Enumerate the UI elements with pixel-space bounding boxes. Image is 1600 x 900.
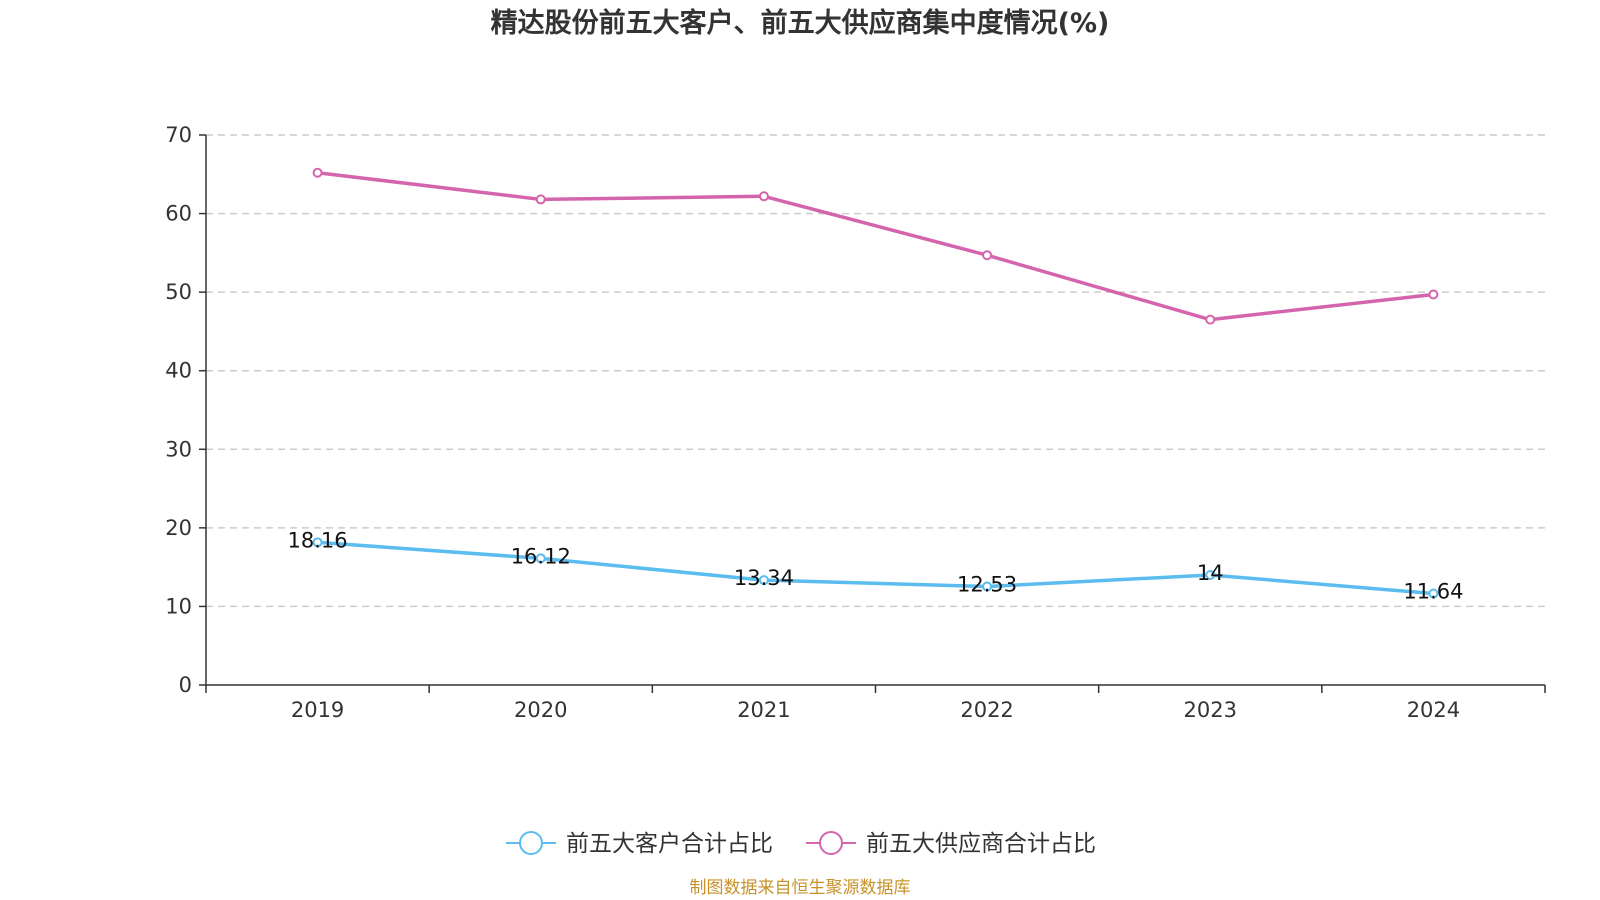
data-point[interactable] [758,575,769,586]
x-tick-label: 2021 [737,698,790,722]
data-label: 16.12 [511,544,571,568]
data-point[interactable] [1428,289,1439,300]
data-point[interactable] [1428,588,1439,599]
axes: 0 10 20 30 40 50 60 70 2019 2020 2021 2022 2023 2024 [165,123,1546,722]
series-2 [312,167,1439,325]
y-tick-label: 70 [165,123,192,147]
y-tick-label: 50 [165,280,192,304]
y-tick-label: 20 [165,516,192,540]
data-label: 18.16 [288,528,348,552]
data-point[interactable] [982,581,993,592]
data-point[interactable] [535,553,546,564]
x-tick-label: 2020 [514,698,567,722]
data-label: 14 [1197,561,1224,585]
legend-item[interactable]: 前五大供应商合计占比 [806,831,1096,857]
series-1: 18.16 16.12 13.34 12.53 14 11.64 [288,528,1464,603]
y-tick-label: 0 [179,673,192,697]
x-tick-label: 2019 [291,698,344,722]
data-point[interactable] [312,167,323,178]
data-point[interactable] [535,194,546,205]
chart-title: 精达股份前五大客户、前五大供应商集中度情况(%) [491,7,1110,39]
x-tick-label: 2022 [960,698,1013,722]
y-tick-label: 60 [165,202,192,226]
y-tick-label: 30 [165,437,192,461]
series-line [315,170,1436,322]
legend-marker [819,831,843,855]
legend-label: 前五大客户合计占比 [566,831,773,857]
legend-item[interactable]: 前五大客户合计占比 [506,831,773,857]
source-note: 制图数据来自恒生聚源数据库 [690,878,911,898]
legend-marker [519,831,543,855]
legend: 前五大客户合计占比 前五大供应商合计占比 [506,831,1096,857]
x-tick-label: 2023 [1184,698,1237,722]
series-line [315,540,1436,596]
data-label: 11.64 [1403,580,1463,604]
data-point[interactable] [982,250,993,261]
data-point[interactable] [758,191,769,202]
y-tick-label: 40 [165,359,192,383]
data-point[interactable] [312,537,323,548]
legend-label: 前五大供应商合计占比 [866,831,1096,857]
series-group: 18.16 16.12 13.34 12.53 14 11.64 [288,167,1464,604]
grid-lines [206,134,1545,608]
x-tick-label: 2024 [1407,698,1460,722]
data-label: 12.53 [957,573,1017,597]
y-tick-label: 10 [165,594,192,618]
data-point[interactable] [1205,570,1216,580]
data-label: 13.34 [734,566,794,590]
data-point[interactable] [1205,314,1216,325]
